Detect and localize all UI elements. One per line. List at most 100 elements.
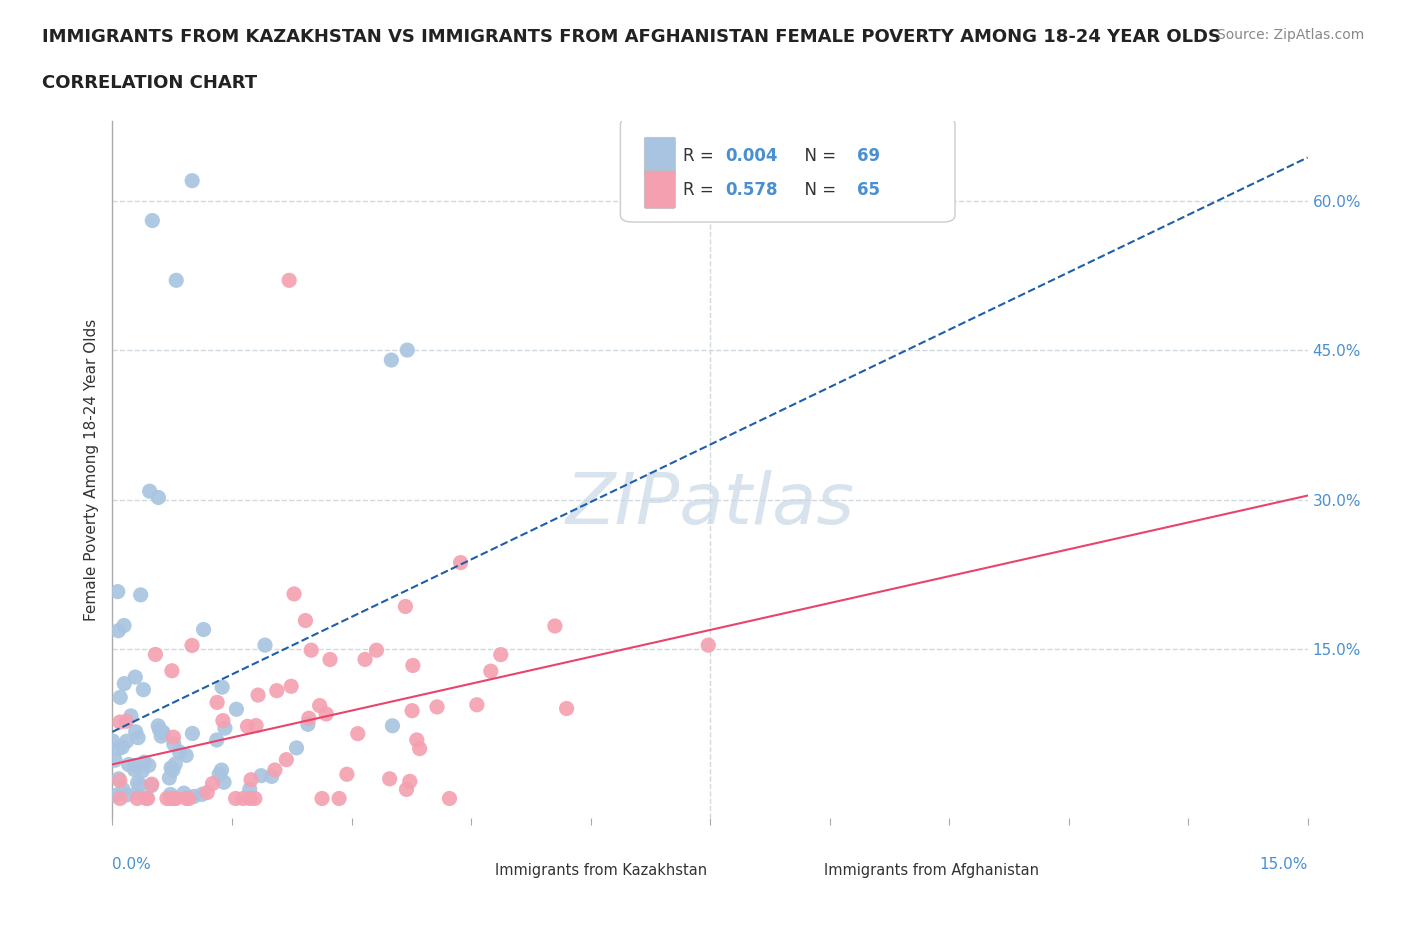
Point (141, 777, 163, 791)
Point (118, 757, 141, 772)
Text: 69: 69 (858, 147, 880, 166)
Point (489, 647, 512, 662)
Point (163, 737, 186, 751)
Point (285, 740, 308, 755)
Point (111, 782, 134, 797)
Point (212, 713, 235, 728)
Point (150, 729, 173, 744)
Point (181, 726, 204, 741)
Point (239, 791, 262, 806)
Text: N =: N = (794, 147, 841, 166)
Text: 0.004: 0.004 (725, 147, 778, 166)
FancyBboxPatch shape (644, 138, 675, 175)
Point (201, 777, 224, 791)
Point (336, 767, 359, 782)
Point (125, 786, 148, 801)
Point (378, 771, 401, 786)
Point (401, 703, 423, 718)
Text: IMMIGRANTS FROM KAZAKHSTAN VS IMMIGRANTS FROM AFGHANISTAN FEMALE POVERTY AMONG 1: IMMIGRANTS FROM KAZAKHSTAN VS IMMIGRANTS… (42, 28, 1222, 46)
Point (276, 752, 298, 767)
Point (212, 775, 235, 790)
Point (319, 652, 342, 667)
Point (107, 741, 129, 756)
Point (124, 758, 146, 773)
Point (165, 272, 187, 287)
Point (308, 698, 330, 713)
Point (124, 670, 146, 684)
Point (141, 778, 163, 793)
Point (148, 723, 170, 737)
Text: R =: R = (682, 180, 718, 199)
Point (127, 730, 149, 745)
Point (159, 787, 181, 802)
Point (145, 647, 167, 662)
Point (124, 763, 146, 777)
Point (247, 687, 270, 702)
Point (162, 730, 184, 745)
Point (129, 588, 152, 603)
FancyBboxPatch shape (620, 117, 955, 222)
Point (225, 791, 247, 806)
Point (156, 791, 179, 806)
Point (127, 791, 149, 806)
Text: 0.578: 0.578 (725, 180, 778, 199)
Point (195, 785, 218, 800)
Point (697, 638, 720, 653)
Point (134, 755, 156, 770)
Text: R =: R = (682, 147, 718, 166)
Point (298, 711, 321, 725)
Point (315, 707, 337, 722)
Point (107, 623, 129, 638)
Point (208, 767, 231, 782)
Point (311, 791, 333, 806)
Point (280, 679, 302, 694)
Point (181, 638, 204, 653)
FancyBboxPatch shape (463, 854, 494, 887)
Point (396, 342, 419, 357)
Text: Immigrants from Kazakhstan: Immigrants from Kazakhstan (495, 863, 707, 878)
Point (555, 701, 578, 716)
Point (160, 761, 183, 776)
Point (104, 752, 127, 767)
Point (394, 599, 416, 614)
Point (112, 676, 135, 691)
Point (138, 758, 160, 773)
Point (450, 555, 472, 570)
Point (115, 714, 138, 729)
Point (193, 622, 215, 637)
Point (160, 663, 183, 678)
Point (108, 714, 131, 729)
Point (173, 786, 195, 801)
Point (131, 764, 153, 778)
Point (183, 789, 205, 804)
Point (297, 717, 319, 732)
Point (239, 782, 262, 797)
Point (381, 718, 404, 733)
Point (115, 734, 138, 749)
Point (253, 638, 276, 653)
Point (263, 763, 285, 777)
Point (232, 791, 254, 806)
Point (211, 763, 233, 777)
Point (346, 726, 368, 741)
Point (108, 690, 131, 705)
Text: N =: N = (794, 180, 841, 199)
Point (366, 643, 388, 658)
Point (250, 768, 273, 783)
Point (236, 719, 259, 734)
Point (120, 709, 142, 724)
FancyBboxPatch shape (762, 854, 793, 887)
Point (266, 684, 288, 698)
Point (157, 771, 180, 786)
Point (479, 664, 502, 679)
Point (205, 695, 228, 710)
Point (260, 769, 283, 784)
Point (405, 733, 427, 748)
Point (176, 791, 198, 806)
Point (544, 618, 567, 633)
Point (174, 748, 197, 763)
Point (108, 773, 131, 788)
Point (408, 741, 430, 756)
Point (111, 739, 134, 754)
Text: 15.0%: 15.0% (1260, 857, 1308, 871)
